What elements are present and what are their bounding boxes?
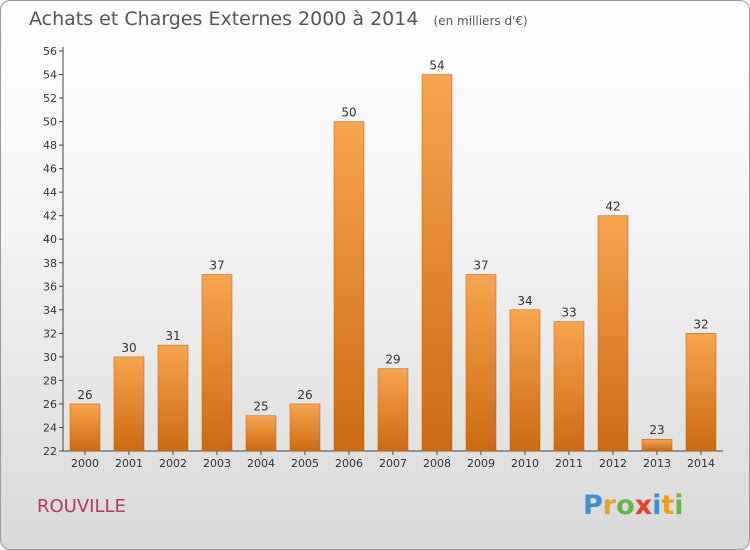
- logo-letter: r: [602, 490, 617, 521]
- x-tick-label-2001: 2001: [115, 457, 143, 470]
- proxiti-logo: Proxiti: [583, 490, 684, 521]
- data-label-2013: 23: [649, 423, 664, 437]
- bar-2011: [553, 321, 585, 452]
- y-tick-label: 26: [43, 398, 57, 411]
- logo-letter: i: [674, 490, 684, 521]
- x-tick-label-2009: 2009: [467, 457, 495, 470]
- bar-2005: [289, 403, 321, 452]
- data-label-2009: 37: [473, 259, 488, 273]
- y-tick-label: 50: [43, 116, 57, 129]
- bar-2007: [377, 368, 409, 452]
- y-tick-label: 48: [43, 139, 57, 152]
- bar-2001: [113, 356, 145, 452]
- y-tick-label: 46: [43, 163, 57, 176]
- x-tick-label-2000: 2000: [71, 457, 99, 470]
- data-label-2006: 50: [341, 106, 356, 120]
- x-tick-label-2013: 2013: [643, 457, 671, 470]
- y-tick-label: 56: [43, 45, 57, 58]
- x-tick-label-2006: 2006: [335, 457, 363, 470]
- logo-letter: x: [634, 490, 653, 521]
- data-label-2002: 31: [165, 329, 180, 343]
- y-tick-label: 32: [43, 327, 57, 340]
- x-tick-label-2012: 2012: [599, 457, 627, 470]
- y-tick-label: 22: [43, 445, 57, 458]
- bar-2003: [201, 274, 233, 452]
- bar-2000: [69, 403, 101, 452]
- logo-letter: o: [616, 490, 635, 521]
- x-tick-label-2004: 2004: [247, 457, 275, 470]
- bar-2004: [245, 415, 277, 452]
- chart-title: Achats et Charges Externes 2000 à 2014: [29, 8, 419, 30]
- x-tick-label-2002: 2002: [159, 457, 187, 470]
- data-label-2000: 26: [77, 388, 92, 402]
- chart-unit: (en milliers d'€): [433, 14, 528, 28]
- bar-2006: [333, 121, 365, 452]
- y-tick-label: 36: [43, 280, 57, 293]
- x-tick-label-2005: 2005: [291, 457, 319, 470]
- chart-title-line: Achats et Charges Externes 2000 à 2014 (…: [29, 8, 528, 30]
- data-label-2004: 25: [253, 400, 268, 414]
- y-tick-label: 30: [43, 351, 57, 364]
- bar-2014: [685, 333, 717, 452]
- labels: 26 30 31 37 25 26 50 29 54 37 34 33 42 23 32: [77, 59, 708, 438]
- bar-2008: [421, 74, 453, 452]
- place-name: ROUVILLE: [37, 496, 126, 517]
- data-label-2010: 34: [517, 294, 532, 308]
- x-tick-label-2003: 2003: [203, 457, 231, 470]
- bar-2013: [641, 438, 673, 452]
- y-tick-label: 24: [43, 421, 57, 434]
- logo-letter: t: [661, 490, 675, 521]
- logo-letter: i: [652, 490, 662, 521]
- y-tick-label: 40: [43, 233, 57, 246]
- bars: [69, 74, 717, 452]
- data-label-2008: 54: [429, 59, 444, 73]
- y-tick-label: 28: [43, 374, 57, 387]
- y-tick-label: 42: [43, 210, 57, 223]
- data-label-2007: 29: [385, 353, 400, 367]
- bar-2009: [465, 274, 497, 452]
- y-tick-label: 44: [43, 186, 57, 199]
- y-tick-label: 54: [43, 69, 57, 82]
- x-tick-label-2014: 2014: [687, 457, 715, 470]
- data-label-2003: 37: [209, 259, 224, 273]
- y-tick-label: 34: [43, 304, 57, 317]
- data-label-2012: 42: [605, 200, 620, 214]
- bar-2010: [509, 309, 541, 452]
- x-tick-label-2007: 2007: [379, 457, 407, 470]
- y-tick-label: 38: [43, 257, 57, 270]
- data-label-2014: 32: [693, 317, 708, 331]
- data-label-2005: 26: [297, 388, 312, 402]
- bar-2012: [597, 215, 629, 452]
- y-tick-label: 52: [43, 92, 57, 105]
- logo-letter: P: [583, 490, 603, 521]
- x-tick-label-2008: 2008: [423, 457, 451, 470]
- x-tick-label-2010: 2010: [511, 457, 539, 470]
- x-tick-label-2011: 2011: [555, 457, 583, 470]
- bar-2002: [157, 344, 189, 452]
- data-label-2011: 33: [561, 306, 576, 320]
- data-label-2001: 30: [121, 341, 136, 355]
